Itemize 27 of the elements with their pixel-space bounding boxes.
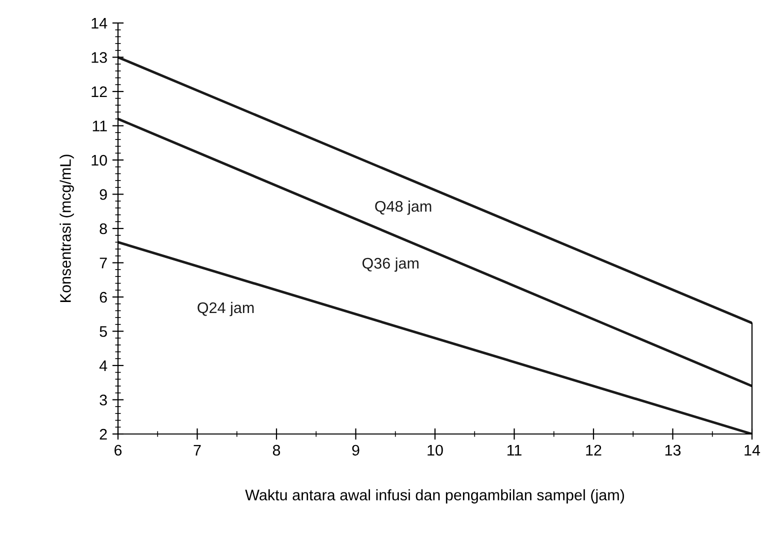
y-tick-label: 10 xyxy=(92,154,107,166)
x-tick-label: 8 xyxy=(272,444,280,456)
y-tick-label: 6 xyxy=(100,292,107,303)
x-tick-label: 12 xyxy=(586,444,602,456)
y-axis-title: Konsentrasi (mcg/mL) xyxy=(60,154,74,302)
series-label: Q48 jam xyxy=(375,200,432,215)
x-tick-label: 10 xyxy=(428,444,443,456)
x-tick-label: 13 xyxy=(665,444,681,456)
y-tick-label: 4 xyxy=(99,360,108,372)
y-tick-label: 7 xyxy=(100,258,107,268)
y-tick-label: 12 xyxy=(92,86,107,98)
y-tick-label: 9 xyxy=(100,189,107,200)
y-tick-label: 5 xyxy=(100,326,107,337)
y-tick-label: 13 xyxy=(92,52,107,63)
y-tick-label: 14 xyxy=(92,18,108,29)
x-tick-label: 11 xyxy=(507,444,522,456)
y-tick-label: 11 xyxy=(92,120,107,132)
x-tick-label: 14 xyxy=(744,444,760,456)
x-tick-label: 9 xyxy=(352,444,360,456)
y-tick-label: 3 xyxy=(100,394,107,406)
series-label: Q36 jam xyxy=(362,257,418,272)
x-tick-label: 6 xyxy=(114,444,122,456)
y-tick-label: 8 xyxy=(100,223,107,234)
y-tick-label: 2 xyxy=(100,428,107,440)
x-axis-title: Waktu antara awal infusi dan pengambilan sampel (jam) xyxy=(245,489,624,504)
series-label: Q24 jam xyxy=(198,302,254,316)
x-tick-label: 7 xyxy=(194,444,201,456)
